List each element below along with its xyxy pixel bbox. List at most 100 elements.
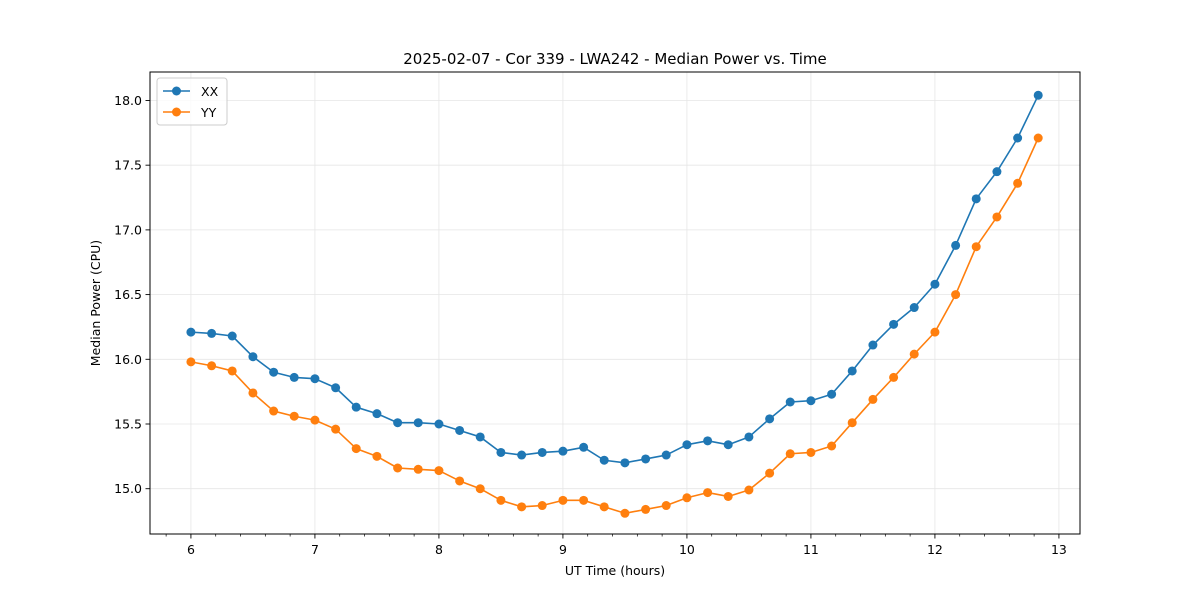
plot-series <box>186 90 1043 518</box>
data-point-yy <box>703 488 713 498</box>
data-point-yy <box>372 451 382 461</box>
x-axis-title: UT Time (hours) <box>565 563 665 578</box>
data-point-yy <box>661 501 671 511</box>
y-tick-label: 16.0 <box>114 352 142 367</box>
data-point-yy <box>207 361 217 371</box>
data-point-xx <box>992 167 1002 177</box>
data-point-xx <box>599 455 609 465</box>
y-tick-label: 15.5 <box>114 417 142 432</box>
data-point-yy <box>620 508 630 518</box>
data-point-yy <box>289 411 299 421</box>
x-tick-label: 13 <box>1051 542 1067 557</box>
data-point-xx <box>1013 133 1023 143</box>
x-tick-label: 11 <box>803 542 819 557</box>
data-point-xx <box>227 331 237 341</box>
data-point-yy <box>827 441 837 451</box>
data-point-xx <box>289 372 299 382</box>
legend-label-yy: YY <box>200 105 217 120</box>
data-point-yy <box>930 327 940 337</box>
data-point-yy <box>682 493 692 503</box>
data-point-yy <box>847 418 857 428</box>
data-point-yy <box>951 290 961 300</box>
data-point-xx <box>434 419 444 429</box>
data-point-xx <box>475 432 485 442</box>
data-point-xx <box>331 383 341 393</box>
data-point-xx <box>889 319 899 329</box>
data-point-xx <box>785 397 795 407</box>
data-point-yy <box>186 357 196 367</box>
data-point-xx <box>723 440 733 450</box>
data-point-xx <box>455 425 465 435</box>
y-tick-label: 16.5 <box>114 287 142 302</box>
data-point-yy <box>475 484 485 494</box>
x-tick-label: 9 <box>559 542 567 557</box>
data-point-xx <box>641 454 651 464</box>
data-point-yy <box>558 495 568 505</box>
data-point-xx <box>496 447 506 457</box>
data-point-yy <box>455 476 465 486</box>
y-tick-label: 15.0 <box>114 481 142 496</box>
y-axis-title: Median Power (CPU) <box>88 240 103 366</box>
data-point-xx <box>517 450 527 460</box>
data-point-xx <box>827 389 837 399</box>
y-tick-label: 17.0 <box>114 222 142 237</box>
x-tick-label: 12 <box>927 542 943 557</box>
data-point-xx <box>186 327 196 337</box>
data-point-yy <box>909 349 919 359</box>
data-point-xx <box>951 240 961 250</box>
data-point-xx <box>351 402 361 412</box>
data-point-yy <box>517 502 527 512</box>
legend-marker-xx <box>172 86 181 96</box>
x-tick-label: 8 <box>435 542 443 557</box>
data-point-yy <box>496 495 506 505</box>
x-tick-label: 6 <box>187 542 195 557</box>
legend-marker-yy <box>172 107 181 117</box>
data-point-xx <box>682 440 692 450</box>
series-yy <box>186 133 1043 518</box>
data-point-yy <box>785 449 795 459</box>
data-point-xx <box>558 446 568 456</box>
data-point-xx <box>537 447 547 457</box>
data-point-yy <box>723 491 733 501</box>
grid-lines <box>150 72 1080 534</box>
data-point-xx <box>579 442 589 452</box>
data-point-yy <box>1033 133 1043 143</box>
data-point-xx <box>971 194 981 204</box>
data-point-yy <box>331 424 341 434</box>
data-point-yy <box>248 388 258 398</box>
y-tick-label: 17.5 <box>114 158 142 173</box>
data-point-xx <box>847 366 857 376</box>
data-point-yy <box>227 366 237 376</box>
axis-ticks: 6 7 8 9 10 11 12 13 15.0 15.5 16.0 16.5 17.0 17.5 18.0 <box>114 93 1067 557</box>
data-point-xx <box>372 409 382 419</box>
data-point-yy <box>393 463 403 473</box>
data-point-yy <box>744 485 754 495</box>
plot-frame <box>149 71 1081 535</box>
chart-title: 2025-02-07 - Cor 339 - LWA242 - Median P… <box>403 50 827 68</box>
data-point-yy <box>992 212 1002 222</box>
data-point-xx <box>413 418 423 428</box>
data-point-yy <box>579 495 589 505</box>
data-point-yy <box>1013 178 1023 188</box>
legend-label-xx: XX <box>201 84 219 99</box>
data-point-yy <box>537 501 547 511</box>
data-point-yy <box>413 464 423 474</box>
data-point-xx <box>765 414 775 424</box>
data-point-xx <box>620 458 630 468</box>
series-xx <box>186 90 1043 468</box>
y-tick-label: 18.0 <box>114 93 142 108</box>
data-point-xx <box>868 340 878 350</box>
data-point-xx <box>744 432 754 442</box>
data-point-yy <box>310 415 320 425</box>
data-point-xx <box>248 352 258 362</box>
data-point-xx <box>930 279 940 289</box>
data-point-xx <box>310 374 320 384</box>
data-point-yy <box>889 372 899 382</box>
data-point-yy <box>351 444 361 454</box>
data-point-xx <box>393 418 403 428</box>
data-point-xx <box>703 436 713 446</box>
data-point-yy <box>971 242 981 252</box>
x-tick-label: 7 <box>311 542 319 557</box>
x-tick-label: 10 <box>679 542 695 557</box>
